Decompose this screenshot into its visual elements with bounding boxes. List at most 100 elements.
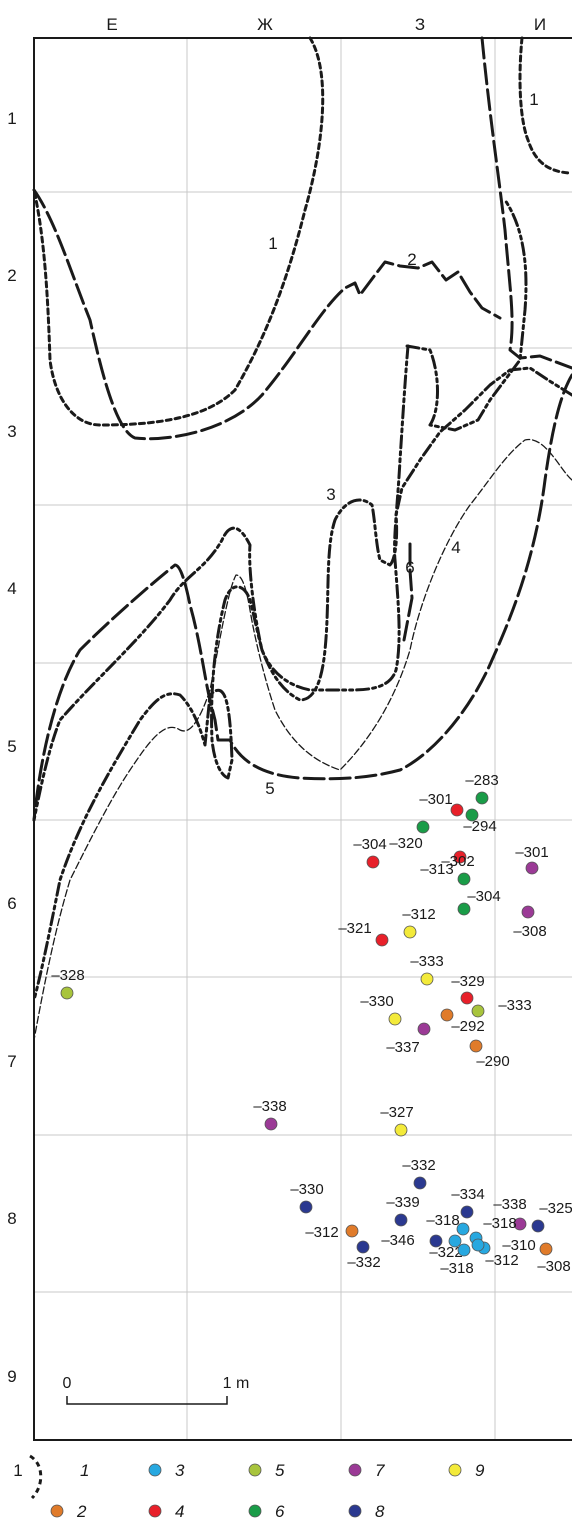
depth-label: –339 xyxy=(386,1194,419,1211)
find-point: –346 xyxy=(381,1232,443,1249)
legend-label: 2 xyxy=(76,1502,87,1521)
depth-label: –292 xyxy=(451,1018,484,1035)
depth-label: –304 xyxy=(467,888,500,905)
find-point: –332 xyxy=(347,1240,381,1271)
find-point-marker xyxy=(375,933,389,947)
find-point: –325 xyxy=(531,1200,572,1233)
find-point: –338 xyxy=(253,1098,287,1131)
find-point-marker xyxy=(475,791,489,805)
row-label: 5 xyxy=(7,737,16,756)
find-point-marker xyxy=(453,850,467,864)
boundary-line-4 xyxy=(33,439,572,1041)
find-point: –332 xyxy=(402,1157,436,1190)
find-point-marker xyxy=(460,1205,474,1219)
find-point-marker xyxy=(264,1117,278,1131)
find-point-marker xyxy=(531,1219,545,1233)
boundary-number: 1 xyxy=(268,234,277,253)
find-point-marker xyxy=(539,1242,553,1256)
row-label: 2 xyxy=(7,266,16,285)
depth-label: –302 xyxy=(441,853,474,870)
find-point: –333 xyxy=(410,953,444,986)
find-point: –320 xyxy=(389,820,430,852)
depth-label: –325 xyxy=(539,1200,572,1217)
find-point: –312 xyxy=(402,906,436,939)
legend-entry: 5 xyxy=(248,1461,285,1480)
depth-label: –346 xyxy=(381,1232,414,1249)
row-label: 3 xyxy=(7,422,16,441)
find-point-marker xyxy=(450,803,464,817)
legend-entry: 2 xyxy=(50,1502,87,1521)
find-point-marker xyxy=(60,986,74,1000)
find-point: –313 xyxy=(420,850,467,878)
depth-label: –312 xyxy=(305,1224,338,1241)
row-label: 9 xyxy=(7,1367,16,1386)
find-point-marker xyxy=(388,1012,402,1026)
boundary-line-1 xyxy=(32,36,325,427)
legend-label: 8 xyxy=(375,1502,385,1521)
depth-label: –328 xyxy=(51,967,84,984)
find-point: –339 xyxy=(386,1194,420,1227)
find-point: –304 xyxy=(457,888,501,916)
find-point: –312 xyxy=(305,1224,359,1241)
frame xyxy=(33,37,572,1441)
legend-label: 3 xyxy=(175,1461,185,1480)
legend-swatch xyxy=(148,1504,162,1518)
scale-bar-line xyxy=(66,1396,228,1405)
find-point: –301 xyxy=(515,844,549,875)
boundary-number: 2 xyxy=(407,250,416,269)
find-point: –318 xyxy=(456,1215,517,1236)
row-label: 6 xyxy=(7,894,16,913)
depth-label: –332 xyxy=(347,1254,380,1271)
depth-label: –333 xyxy=(410,953,443,970)
depth-label: –301 xyxy=(419,791,452,808)
find-point: –327 xyxy=(380,1104,414,1137)
depth-label: –320 xyxy=(389,835,422,852)
find-point: –304 xyxy=(353,836,387,869)
depth-label: –338 xyxy=(493,1196,526,1213)
legend-entry: 9 xyxy=(448,1461,485,1480)
find-point-marker xyxy=(513,1217,527,1231)
row-label: 7 xyxy=(7,1052,16,1071)
find-point: –318 xyxy=(440,1243,474,1277)
depth-label: –321 xyxy=(338,920,371,937)
row-label: 8 xyxy=(7,1209,16,1228)
depth-label: –330 xyxy=(360,993,393,1010)
boundary-line-6 xyxy=(32,344,410,1002)
legend-entry: 7 xyxy=(348,1461,385,1480)
boundary-number: 3 xyxy=(326,485,335,504)
find-point: –302 xyxy=(441,853,475,886)
boundary-number: 6 xyxy=(405,558,414,577)
find-point-marker xyxy=(429,1234,443,1248)
depth-label: –312 xyxy=(402,906,435,923)
find-point: –301 xyxy=(419,791,464,817)
find-point: –283 xyxy=(465,772,499,805)
find-point-marker xyxy=(403,925,417,939)
find-point-marker xyxy=(457,872,471,886)
find-point-marker xyxy=(521,905,535,919)
row-label: 4 xyxy=(7,579,16,598)
depth-label: –301 xyxy=(515,844,548,861)
depth-label: –337 xyxy=(386,1039,419,1056)
boundary-number: 5 xyxy=(265,779,274,798)
find-point-marker xyxy=(299,1200,313,1214)
legend-label: 4 xyxy=(175,1502,184,1521)
depth-label: –283 xyxy=(465,772,498,789)
legend-label: 6 xyxy=(275,1502,285,1521)
find-point-marker xyxy=(394,1123,408,1137)
find-point: –322 xyxy=(429,1234,463,1261)
boundary-line-5 xyxy=(32,373,572,822)
find-point-marker xyxy=(471,1004,485,1018)
column-label: З xyxy=(415,15,425,34)
legend-entry: 6 xyxy=(248,1502,285,1521)
find-point-marker xyxy=(460,991,474,1005)
find-point: –312 xyxy=(471,1238,519,1269)
legend-line-sample xyxy=(29,1454,43,1500)
boundary-number: 1 xyxy=(529,90,538,109)
legend: 1 3 5 7 9 2 4 6 8 1 xyxy=(13,1454,485,1521)
column-label: Е xyxy=(106,15,117,34)
depth-label: –308 xyxy=(537,1258,570,1275)
legend-entry: 8 xyxy=(348,1502,385,1521)
scale-end: 1 m xyxy=(223,1375,250,1392)
depth-label: –318 xyxy=(483,1215,516,1232)
